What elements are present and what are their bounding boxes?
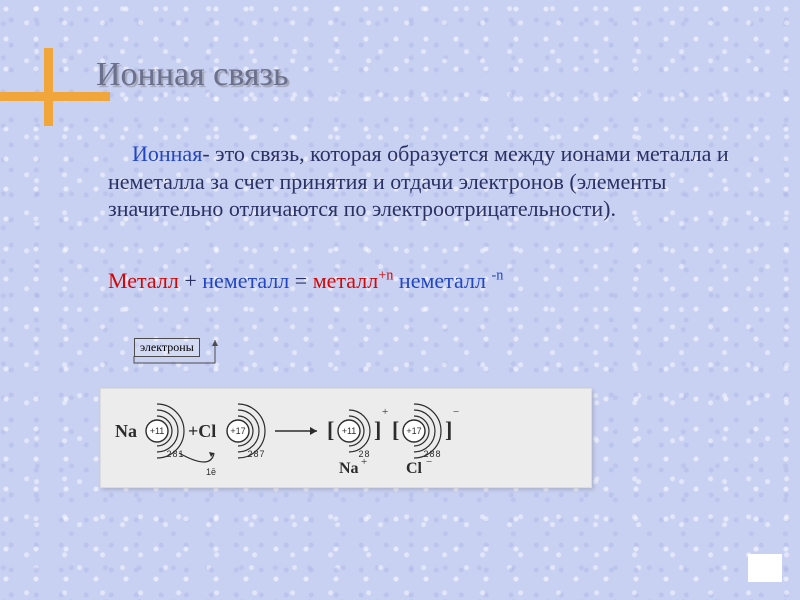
- svg-text:−: −: [426, 456, 432, 468]
- definition-paragraph: Ионная- это связь, которая образуется ме…: [108, 140, 750, 223]
- definition-term: Ионная: [132, 141, 202, 166]
- slide: Ионная связь Ионная- это связь, которая …: [0, 0, 800, 600]
- equation-line: Металл + неметалл = металл+n неметалл -n: [108, 267, 750, 295]
- eq-nonmetal-ion: неметалл: [393, 268, 491, 293]
- svg-text:Cl: Cl: [406, 460, 423, 477]
- ionic-diagram-svg: Na+11281+Cl+172871ē[+1128]+Na+[+17288]−C…: [111, 395, 581, 483]
- svg-text:+11: +11: [342, 426, 357, 436]
- svg-text:+17: +17: [406, 426, 421, 436]
- svg-text:1ē: 1ē: [206, 467, 216, 477]
- svg-text:+11: +11: [150, 426, 165, 436]
- eq-nonmetal: неметалл: [202, 268, 289, 293]
- eq-equals: =: [289, 268, 312, 293]
- svg-text:+: +: [382, 406, 388, 418]
- svg-text:]: ]: [374, 417, 381, 442]
- svg-text:+: +: [361, 456, 367, 468]
- svg-text:−: −: [453, 406, 459, 418]
- eq-metal: Металл: [108, 268, 179, 293]
- svg-text:7: 7: [259, 449, 264, 459]
- svg-text:8: 8: [435, 449, 440, 459]
- electron-transfer-arrow: [130, 338, 360, 368]
- slide-body: Ионная- это связь, которая образуется ме…: [108, 140, 750, 294]
- svg-text:Na: Na: [115, 421, 137, 441]
- svg-text:Na: Na: [339, 460, 359, 477]
- definition-text: - это связь, которая образуется между ио…: [108, 141, 729, 221]
- svg-text:+17: +17: [230, 426, 245, 436]
- eq-metal-ion-charge: +n: [378, 267, 393, 283]
- page-corner-fold: [748, 554, 782, 582]
- svg-text:]: ]: [445, 417, 452, 442]
- ionic-diagram-card: Na+11281+Cl+172871ē[+1128]+Na+[+17288]−C…: [100, 388, 592, 488]
- eq-plus: +: [179, 268, 202, 293]
- svg-text:[: [: [327, 417, 334, 442]
- svg-text:+Cl: +Cl: [188, 421, 216, 441]
- eq-metal-ion: металл: [313, 268, 378, 293]
- slide-title: Ионная связь: [96, 56, 288, 94]
- eq-nonmetal-ion-charge: -n: [491, 267, 503, 283]
- svg-text:[: [: [392, 417, 399, 442]
